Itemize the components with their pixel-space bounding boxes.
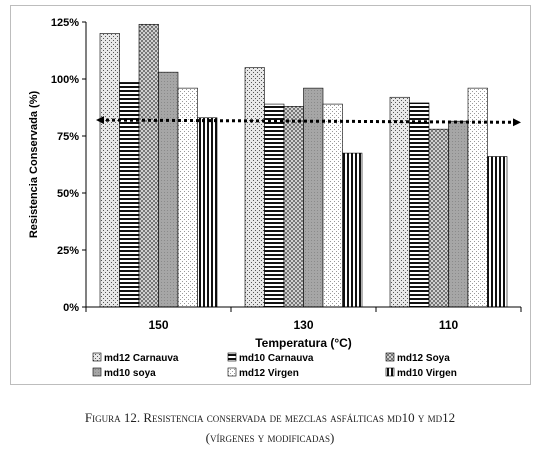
legend-label: md10 Carnauva (239, 353, 314, 364)
legend-label: md12 Virgen (239, 368, 299, 379)
legend-label: md12 Carnauva (104, 353, 179, 364)
legend-label: md10 Virgen (397, 368, 457, 379)
bar (322, 103, 343, 308)
legend-swatch (92, 367, 102, 377)
y-tick-label: 100% (51, 74, 79, 86)
y-tick-label: 125% (51, 17, 79, 29)
bar (428, 128, 449, 308)
bar (197, 117, 218, 308)
bar (409, 102, 430, 308)
chart-svg: 0% 25% 50% 75% 100% 125% 150 130 110 Temperatura … (28, 17, 522, 379)
y-tick-label: 50% (57, 188, 79, 200)
bar (119, 82, 140, 308)
legend-swatch (385, 352, 395, 362)
x-axis-title: Temperatura (°C) (255, 336, 352, 350)
bar (158, 71, 179, 308)
y-tick-label: 0% (63, 302, 79, 314)
figure-caption-line1: Figura 12. Resistencia conservada de mez… (0, 410, 540, 426)
bars-group (96, 23, 521, 308)
axes-group (82, 21, 522, 312)
bar (448, 120, 469, 308)
y-tick-label: 25% (57, 245, 79, 257)
legend-label: md10 soya (104, 368, 156, 379)
figure-number: Figura 12. (84, 410, 141, 425)
bar (264, 103, 285, 308)
legend-swatch (92, 352, 102, 362)
legend-swatch (227, 367, 237, 377)
bar (244, 67, 265, 308)
bar (283, 106, 304, 308)
legend-swatch (385, 367, 395, 377)
figure-caption-line2: (vírgenes y modificadas) (205, 430, 335, 445)
x-tick-label: 150 (148, 318, 168, 332)
figure-title: Resistencia conservada de mezclas asfált… (143, 410, 456, 425)
bar (99, 33, 120, 308)
x-tick-label: 130 (293, 318, 313, 332)
y-axis-title: Resistencia Conservada (%) (28, 91, 40, 239)
legend: md12 Carnauva md10 Carnauva md12 Soya md10 … (92, 352, 457, 379)
x-tick-label: 110 (439, 318, 459, 332)
bar (138, 23, 159, 308)
bar (342, 152, 363, 308)
bar (389, 96, 410, 308)
labels-group: 0% 25% 50% 75% 100% 125% 150 130 110 Temperatura … (28, 17, 459, 350)
bar (487, 156, 508, 308)
y-tick-label: 75% (57, 131, 79, 143)
legend-swatch (227, 352, 237, 362)
chart-frame: 0% 25% 50% 75% 100% 125% 150 130 110 Temperatura … (10, 5, 531, 385)
legend-label: md12 Soya (397, 353, 450, 364)
